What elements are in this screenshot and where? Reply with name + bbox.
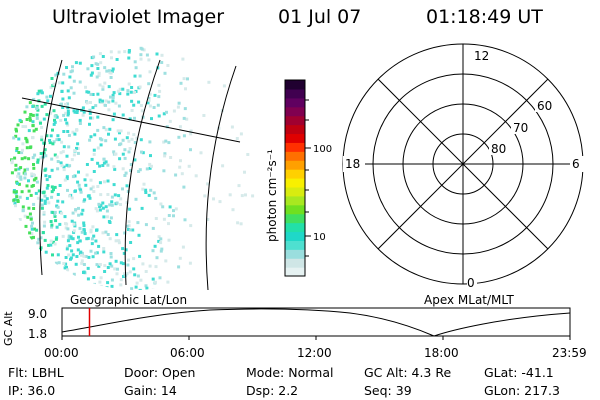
mlat-label-60: 60 [537,99,552,113]
colorbar-band [285,97,305,108]
meridian-line [205,65,237,291]
timeline-xtick-1800: 18:00 [424,346,459,360]
colorbar-band [285,133,305,143]
colorbar-band [285,106,305,117]
info-door: Door: Open [124,365,196,380]
timeline-left-title: Geographic Lat/Lon [70,293,187,307]
time-label: 01:18:49 UT [426,6,543,28]
altitude-curve [61,308,571,337]
timeline-xticks [61,336,571,340]
colorbar-frame [284,79,306,277]
colorbar-band [285,240,305,250]
colorbar-band [285,231,305,241]
timeline-xtick-1200: 12:00 [297,346,332,360]
colorbar-band [285,151,305,161]
colorbar-band [285,267,305,277]
parallel-line [21,97,241,143]
polar-plot [342,43,584,285]
colorbar-tick-10: 10 [313,232,326,243]
colorbar-band [285,195,305,206]
mlt-label-0: 0 [467,276,475,290]
mlat-label-80: 80 [491,142,506,156]
colorbar [285,80,305,277]
colorbar-band [285,160,305,170]
colorbar-band [285,178,305,188]
colorbar-band [285,80,305,90]
polar-diagonal [377,78,549,250]
info-gc-alt: GC Alt: 4.3 Re [364,365,452,380]
colorbar-ticks [305,99,311,257]
info-seq: Seq: 39 [364,383,412,398]
colorbar-band [285,142,305,152]
colorbar-unit-label: photon cm⁻²s⁻¹ [265,149,279,242]
uv-emission-pattern [10,46,255,290]
info-mode: Mode: Normal [246,365,334,380]
colorbar-band [285,204,305,215]
info-filter: Flt: LBHL [8,365,64,380]
timeline-ylabel: GC Alt [2,311,15,346]
mlat-label-70: 70 [513,121,528,135]
colorbar-band [285,169,305,179]
meridian-line [124,59,161,286]
timeline-right-title: Apex MLat/MLT [424,293,514,307]
info-ip: IP: 36.0 [8,383,56,398]
info-glon: GLon: 217.3 [484,383,560,398]
timeline-xtick-0600: 06:00 [170,346,205,360]
geo-grid [21,59,241,291]
colorbar-band [285,258,305,268]
colorbar-band [285,213,305,224]
mlt-label-6: 6 [572,157,580,171]
timeline-ytick-max: 9.0 [28,307,47,321]
colorbar-band [285,124,305,135]
date-label: 01 Jul 07 [278,6,362,28]
colorbar-band [285,186,305,197]
colorbar-band [285,115,305,126]
info-dsp: Dsp: 2.2 [246,383,299,398]
info-glat: GLat: -41.1 [484,365,554,380]
timeline-xtick-0000: 00:00 [44,346,79,360]
colorbar-tick-100: 100 [313,144,332,155]
timeline-ytick-min: 1.8 [28,327,47,341]
mlt-label-12: 12 [474,49,489,63]
colorbar-band [285,249,305,259]
info-gain: Gain: 14 [124,383,177,398]
colorbar-band [285,88,305,99]
mlt-label-18: 18 [345,157,360,171]
colorbar-band [285,222,305,233]
instrument-title: Ultraviolet Imager [52,6,225,28]
meridian-line [39,59,63,276]
timeline-xtick-2359: 23:59 [552,346,587,360]
